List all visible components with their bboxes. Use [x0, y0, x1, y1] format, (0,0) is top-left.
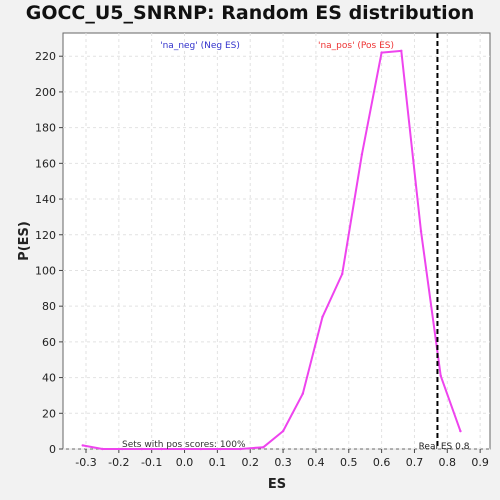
series-point	[340, 272, 344, 276]
y-tick-label: 220	[35, 50, 56, 63]
series-point	[219, 447, 222, 451]
y-tick-label: 180	[35, 122, 56, 135]
y-tick-label: 200	[35, 86, 56, 99]
series-point	[321, 315, 324, 319]
series-point	[281, 429, 285, 433]
y-tick-label: 40	[42, 372, 56, 385]
x-tick-label: 0.0	[176, 456, 194, 469]
x-tick-label: 0.6	[373, 456, 391, 469]
y-tick-label: 80	[42, 300, 56, 313]
chart-title: GOCC_U5_SNRNP: Random ES distribution	[25, 2, 475, 24]
x-tick-label: 0.4	[307, 456, 325, 469]
x-tick-label: 0.8	[439, 456, 457, 469]
y-axis-label: P(ES)	[17, 221, 32, 261]
x-tick-label: -0.2	[108, 456, 129, 469]
series-point	[199, 447, 203, 451]
series-point	[360, 153, 364, 156]
x-axis: -0.3 -0.2 -0.1 0.0 0.1 0.2 0.3 0.4 0.5 0.6 0.7 0.8 0…	[75, 449, 489, 469]
pos-scores-note: Sets with pos scores: 100%	[122, 440, 246, 450]
series-point	[120, 447, 124, 451]
y-tick-label: 0	[49, 443, 56, 456]
series-point	[180, 447, 183, 451]
series-point	[400, 49, 403, 53]
y-tick-label: 160	[35, 157, 56, 170]
y-tick-label: 20	[42, 407, 56, 420]
series-group	[81, 49, 462, 451]
series-point	[262, 446, 265, 449]
series-point	[439, 374, 442, 377]
series-point	[301, 392, 304, 395]
y-tick-label: 60	[42, 336, 56, 349]
series-point	[101, 447, 104, 451]
series-point	[160, 447, 163, 451]
x-tick-label: 0.7	[406, 456, 424, 469]
series-point	[239, 447, 242, 451]
series-point	[459, 429, 462, 433]
series-point	[81, 444, 84, 447]
x-tick-label: 0.3	[274, 456, 292, 469]
y-tick-label: 120	[35, 229, 56, 242]
x-axis-label: ES	[268, 477, 286, 492]
x-tick-label: 0.9	[471, 456, 489, 469]
neg-es-label: 'na_neg' (Neg ES)	[160, 41, 240, 51]
series-point	[419, 229, 423, 233]
x-tick-label: 0.2	[241, 456, 259, 469]
y-tick-label: 140	[35, 193, 56, 206]
grid-lines	[63, 33, 490, 450]
pos-es-label: 'na_pos' (Pos ES)	[318, 41, 394, 51]
plot-area	[62, 32, 491, 450]
y-tick-label: 100	[35, 264, 56, 277]
x-tick-label: 0.1	[209, 456, 227, 469]
x-tick-label: -0.3	[75, 456, 96, 469]
x-tick-label: 0.5	[340, 456, 358, 469]
series-point	[140, 447, 144, 451]
series-line	[82, 49, 462, 450]
real-es-label: Real ES 0.8	[419, 442, 470, 452]
series-point	[380, 51, 383, 54]
x-tick-label: -0.1	[141, 456, 162, 469]
y-axis: 0 20 40 60 80 100 120 140 160 180 200 220	[35, 50, 63, 456]
